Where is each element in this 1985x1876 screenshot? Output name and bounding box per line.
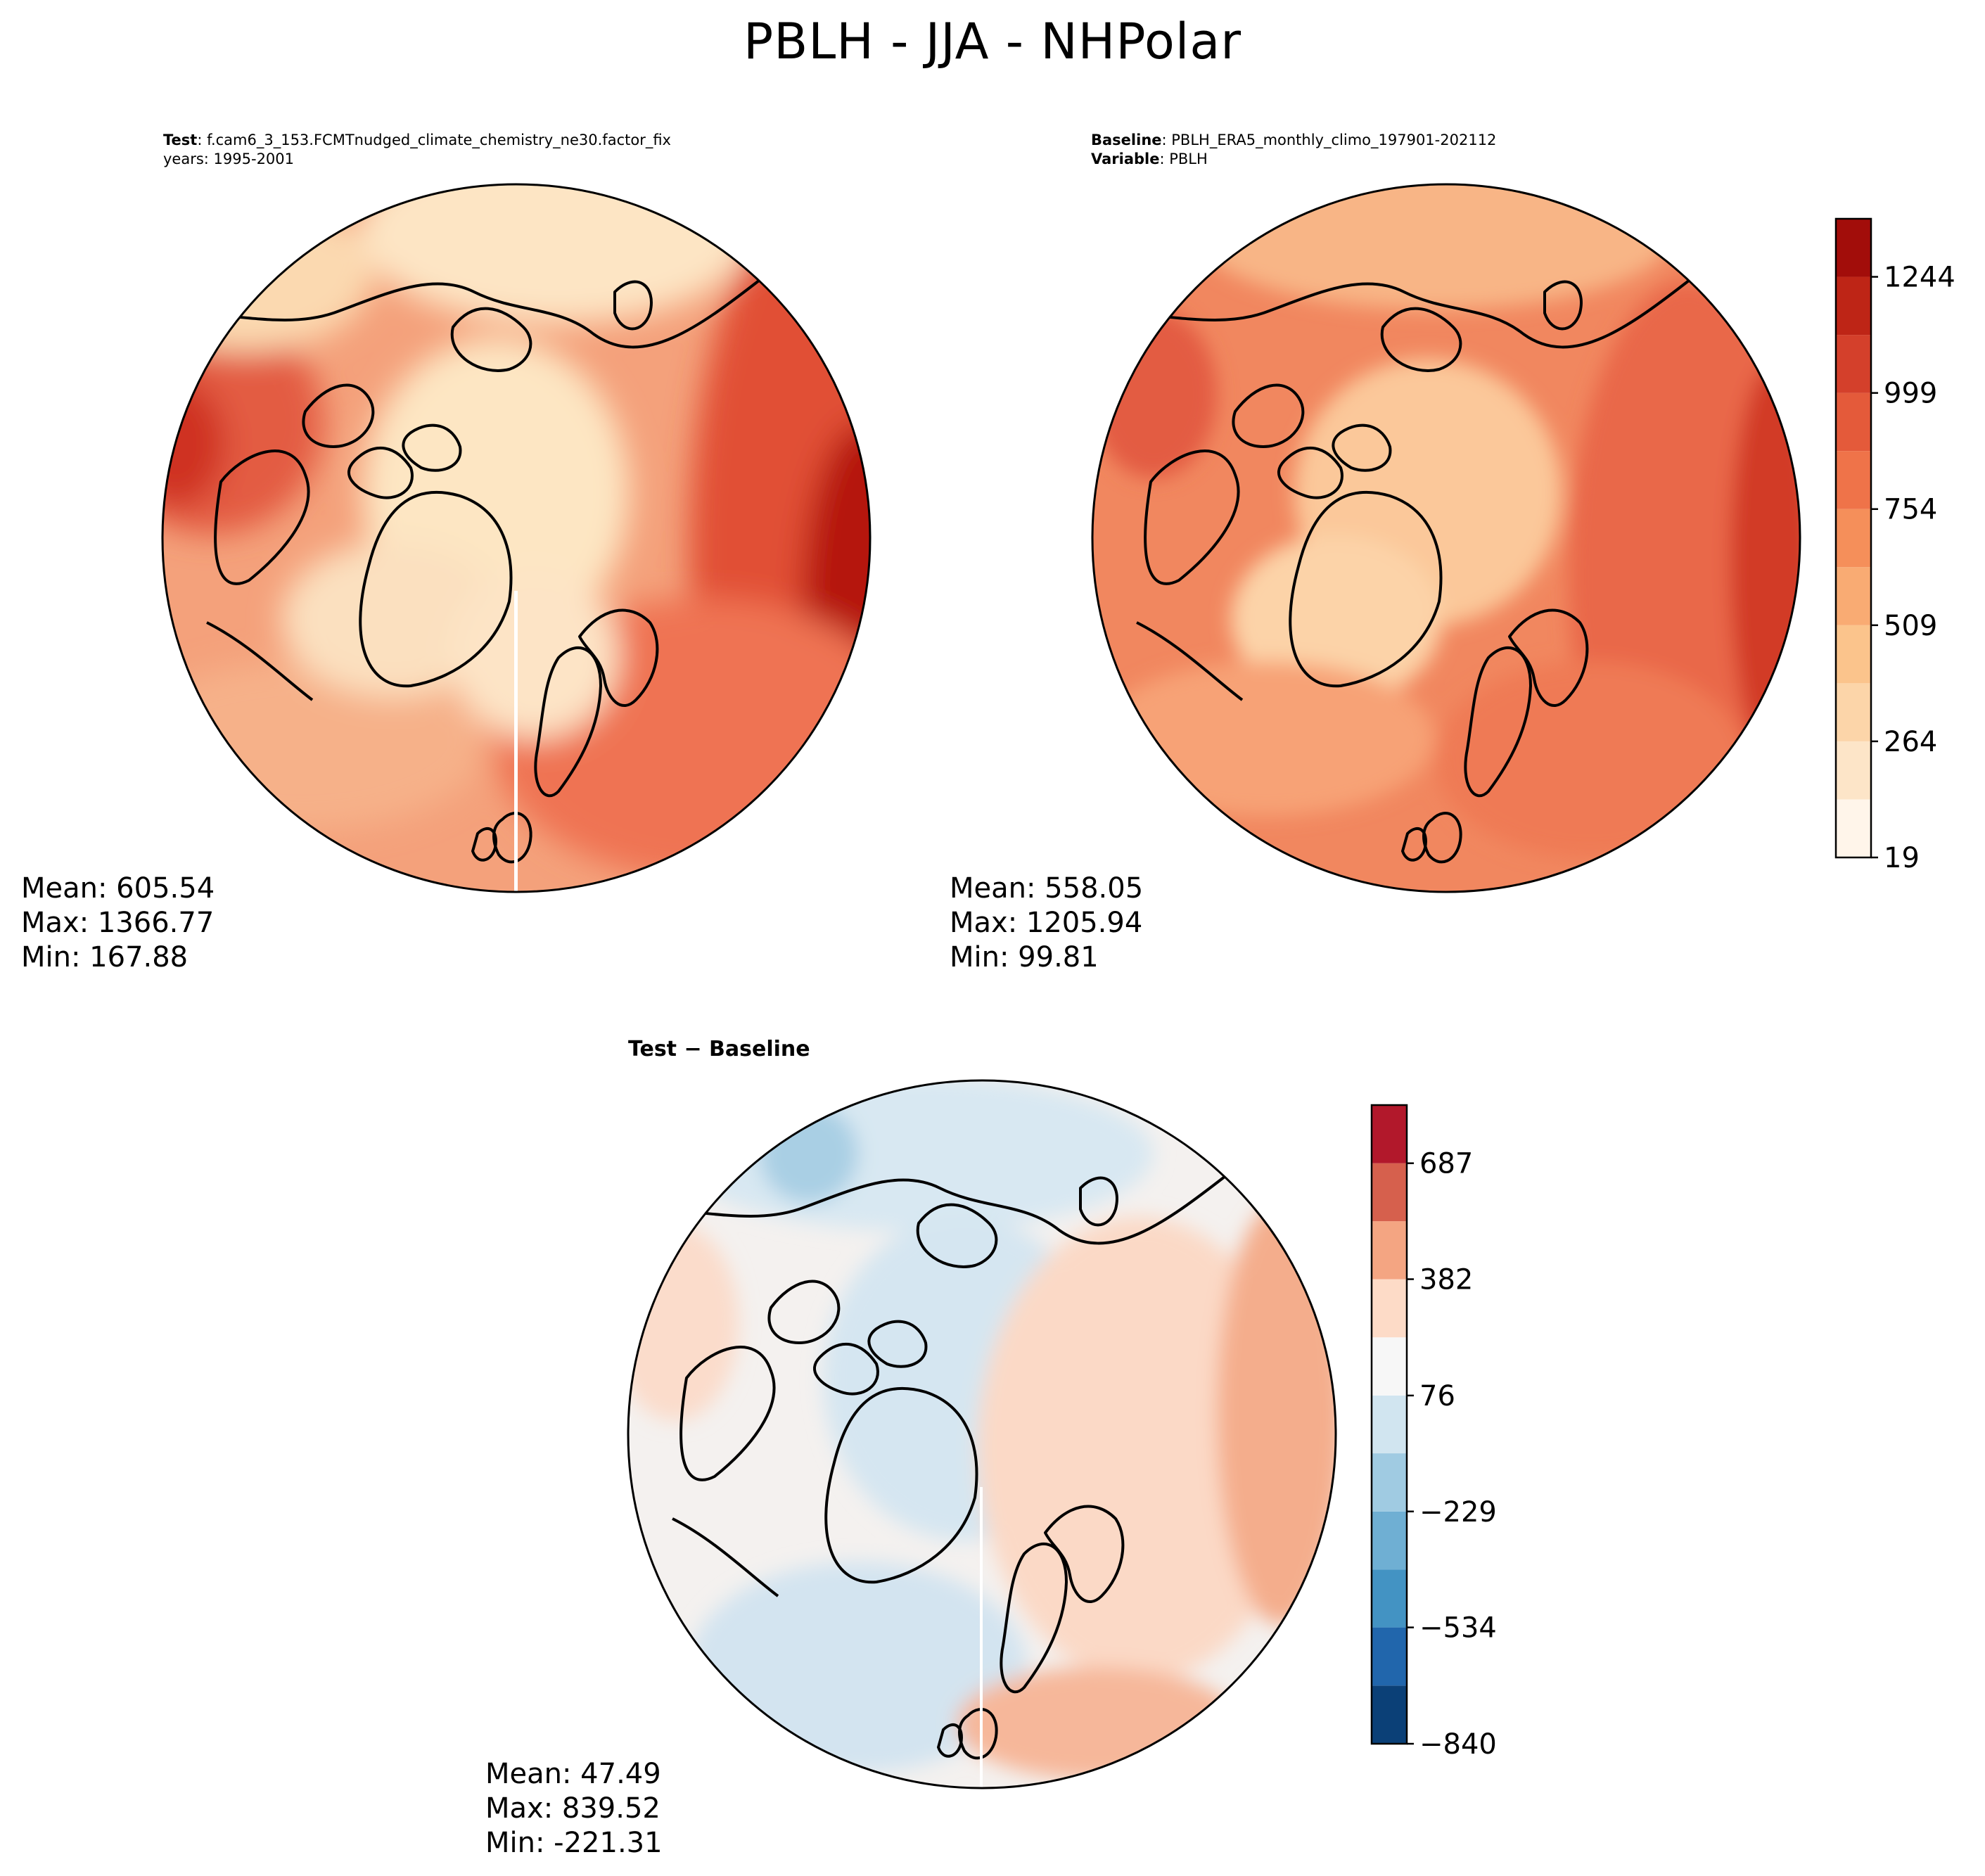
difference-colorbar-frame [1370,1104,1408,1745]
baseline-colorbar-segment [1836,509,1871,568]
difference-colorbar-segment [1372,1105,1407,1163]
baseline-panel-header: Baseline: PBLH_ERA5_monthly_climo_197901… [1091,131,1496,169]
baseline-colorbar-segment [1836,567,1871,625]
test-map-boundary [161,183,872,893]
test-case-name: : f.cam6_3_153.FCMTnudged_climate_chemis… [197,132,671,148]
difference-colorbar-segment [1372,1685,1407,1744]
difference-colorbar-tick-label: 76 [1419,1380,1455,1412]
baseline-colorbar-segment [1836,799,1871,857]
difference-colorbar-segment [1372,1569,1407,1628]
difference-mean: Mean: 47.49 [485,1758,661,1790]
variable-label: Variable [1091,151,1160,167]
difference-title: Test − Baseline [628,1037,810,1061]
difference-stats: Mean: 47.49 Max: 839.52 Min: -221.31 [485,1757,663,1861]
baseline-colorbar-segment [1836,219,1871,277]
difference-colorbar-segment [1372,1337,1407,1396]
difference-colorbar: −840 −534 −229 76 382 687 [1370,1104,1497,1761]
difference-min: Min: -221.31 [485,1827,663,1859]
test-label: Test [163,132,198,148]
baseline-colorbar: 19 264 509 754 999 1244 [1834,217,1955,874]
difference-colorbar-segment [1372,1221,1407,1280]
baseline-colorbar-tick-label: 19 [1884,842,1920,874]
test-years: years: 1995-2001 [163,151,295,167]
baseline-colorbar-segment [1836,335,1871,393]
baseline-stats: Mean: 558.05 Max: 1205.94 Min: 99.81 [950,872,1143,975]
test-mean: Mean: 605.54 [21,872,215,905]
difference-colorbar-segment [1372,1627,1407,1686]
difference-colorbar-segment [1372,1163,1407,1222]
difference-colorbar-tick-label: −229 [1419,1496,1497,1529]
difference-colorbar-segment [1372,1279,1407,1338]
test-panel-header: Test: f.cam6_3_153.FCMTnudged_climate_ch… [163,131,671,169]
baseline-colorbar-segment [1836,451,1871,509]
baseline-max: Max: 1205.94 [950,907,1143,939]
baseline-colorbar-tick-label: 264 [1884,726,1937,758]
difference-colorbar-segment [1372,1395,1407,1454]
baseline-colorbar-segment [1836,393,1871,452]
difference-map [627,1079,1337,1789]
baseline-colorbar-tick-label: 754 [1884,494,1937,526]
baseline-colorbar-segment [1836,276,1871,336]
baseline-colorbar-tick-label: 509 [1884,610,1937,642]
baseline-colorbar-frame [1834,217,1872,859]
baseline-colorbar-segment [1836,683,1871,741]
figure-title: PBLH - JJA - NHPolar [743,13,1242,70]
difference-colorbar-tick-label: −840 [1419,1728,1497,1761]
baseline-min: Min: 99.81 [950,941,1099,974]
baseline-case-name: : PBLH_ERA5_monthly_climo_197901-202112 [1161,132,1497,148]
test-map [161,183,872,893]
difference-colorbar-segment [1372,1453,1407,1512]
variable-name: : PBLH [1159,151,1208,167]
baseline-colorbar-segment [1836,625,1871,684]
baseline-map-boundary [1091,183,1801,893]
test-stats: Mean: 605.54 Max: 1366.77 Min: 167.88 [21,872,215,975]
difference-colorbar-segment [1372,1511,1407,1570]
difference-colorbar-tick-label: 382 [1419,1264,1473,1296]
difference-colorbar-tick-label: −534 [1419,1612,1497,1645]
baseline-mean: Mean: 558.05 [950,872,1144,905]
difference-colorbar-tick-label: 687 [1419,1148,1473,1180]
baseline-colorbar-segment [1836,741,1871,800]
test-min: Min: 167.88 [21,941,189,974]
difference-max: Max: 839.52 [485,1792,660,1825]
baseline-label: Baseline [1091,132,1162,148]
baseline-colorbar-tick-label: 1244 [1884,262,1955,294]
baseline-map [1091,183,1801,893]
baseline-colorbar-tick-label: 999 [1884,378,1937,410]
difference-map-boundary [627,1079,1337,1789]
test-max: Max: 1366.77 [21,907,215,939]
